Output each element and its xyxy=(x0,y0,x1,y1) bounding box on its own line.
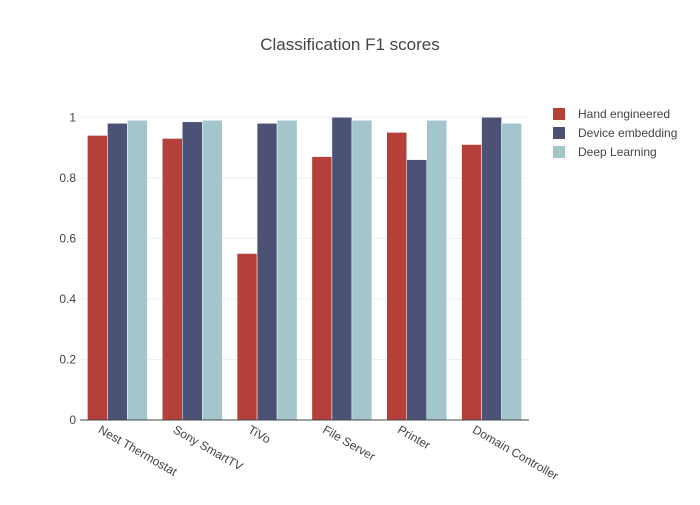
legend-swatch[interactable] xyxy=(553,146,565,158)
gridlines xyxy=(80,116,529,360)
bar-device-embedding[interactable] xyxy=(256,123,278,421)
bar-deep-learning[interactable] xyxy=(202,120,223,421)
legend-label[interactable]: Device embedding xyxy=(578,126,677,140)
bar-hand-engineered[interactable] xyxy=(461,144,482,421)
bar-hand-engineered[interactable] xyxy=(87,135,108,421)
bars xyxy=(87,117,522,421)
x-tick-label: Domain Controller xyxy=(470,422,561,482)
y-tick-label: 0.8 xyxy=(59,171,76,185)
bar-deep-learning[interactable] xyxy=(127,120,148,421)
y-tick-label: 1 xyxy=(69,110,76,124)
x-tick-label: Nest Thermostat xyxy=(96,422,180,479)
y-tick-label: 0 xyxy=(69,413,76,427)
bar-hand-engineered[interactable] xyxy=(162,138,183,421)
bar-deep-learning[interactable] xyxy=(501,123,522,421)
bar-deep-learning[interactable] xyxy=(426,120,447,421)
bar-deep-learning[interactable] xyxy=(351,120,373,421)
bar-device-embedding[interactable] xyxy=(107,123,128,421)
chart-title: Classification F1 scores xyxy=(260,35,440,54)
x-tick-label: Sony SmartTV xyxy=(171,422,246,473)
bar-hand-engineered[interactable] xyxy=(311,156,333,421)
legend-label[interactable]: Hand engineered xyxy=(578,107,670,121)
bar-deep-learning[interactable] xyxy=(276,120,298,421)
legend-swatch[interactable] xyxy=(553,108,565,120)
bar-device-embedding[interactable] xyxy=(182,121,203,421)
x-tick-label: Printer xyxy=(395,422,433,452)
legend: Hand engineered Device embedding Deep Lear… xyxy=(553,107,677,159)
y-axis-ticks: 0 0.2 0.4 0.6 0.8 1 xyxy=(59,110,76,427)
bar-device-embedding[interactable] xyxy=(481,117,502,421)
bar-device-embedding[interactable] xyxy=(406,159,427,421)
y-tick-label: 0.4 xyxy=(59,292,76,306)
x-tick-label: TiVo xyxy=(246,422,274,446)
x-tick-label: File Server xyxy=(320,422,377,463)
y-tick-label: 0.6 xyxy=(59,231,76,245)
bar-device-embedding[interactable] xyxy=(331,117,353,421)
legend-label[interactable]: Deep Learning xyxy=(578,145,657,159)
bar-hand-engineered[interactable] xyxy=(386,132,407,421)
bar-hand-engineered[interactable] xyxy=(236,253,258,421)
y-tick-label: 0.2 xyxy=(59,352,76,366)
legend-swatch[interactable] xyxy=(553,127,565,139)
